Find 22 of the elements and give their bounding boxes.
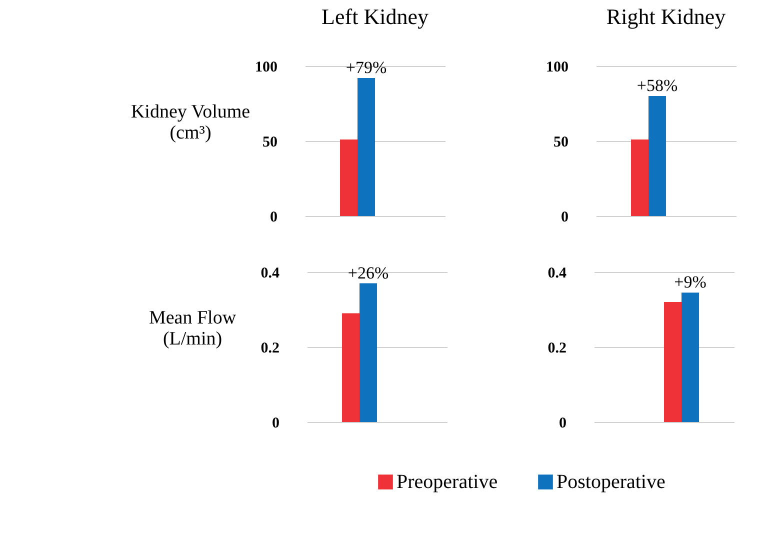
y-tick-label: 0 [559, 416, 566, 432]
annotation: +9% [674, 272, 706, 292]
annotation: +79% [346, 58, 387, 77]
y-axis-title: Kidney Volume (cm³) [130, 102, 250, 144]
y-tick-label: 50 [554, 134, 568, 150]
annotation: +26% [348, 263, 389, 282]
chart-title: Right Kidney [606, 4, 726, 29]
annotation: +58% [636, 76, 678, 95]
y-tick-label: 50 [262, 134, 278, 150]
y-tick-label: 0.4 [260, 266, 280, 282]
y-tick-label: 0 [270, 210, 278, 226]
y-tick-label: 0.2 [548, 340, 566, 356]
legend-label: Postoperative [556, 471, 666, 493]
y-tick-label: 0 [272, 416, 280, 432]
y-axis-title: Mean Flow (L/min) [148, 308, 236, 350]
y-tick-label: 100 [546, 60, 568, 76]
y-tick-label: 0.2 [260, 340, 280, 356]
chart-title: Left Kidney [322, 4, 428, 29]
y-tick-label: 100 [255, 60, 278, 76]
legend-label: Preoperative [396, 471, 498, 493]
y-tick-label: 0.4 [548, 266, 567, 282]
y-tick-label: 0 [561, 210, 568, 226]
